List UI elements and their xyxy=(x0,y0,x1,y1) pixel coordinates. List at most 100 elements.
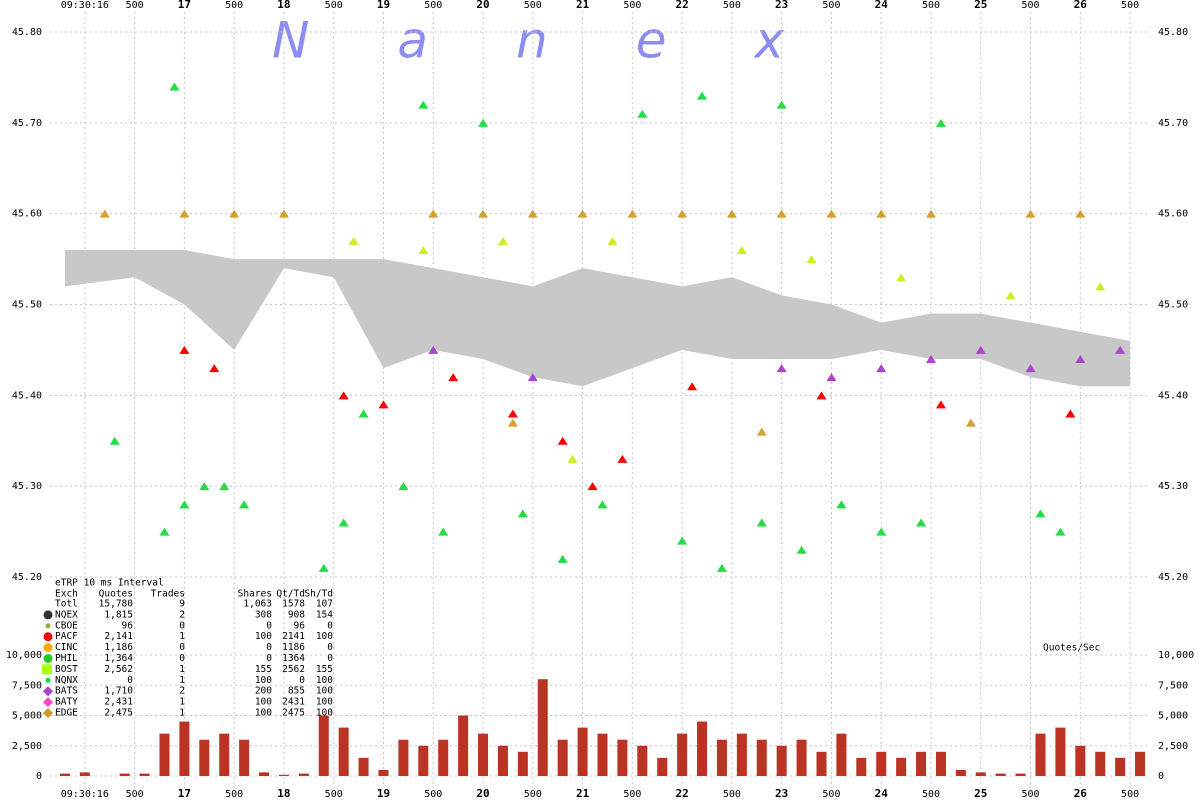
table-header: Trades xyxy=(151,589,185,600)
table-cell: 9 xyxy=(179,599,185,610)
x-tick-label: 20 xyxy=(476,787,489,800)
table-cell: 1578 xyxy=(282,599,305,610)
quote-marker xyxy=(338,518,349,527)
table-cell: 100 xyxy=(316,708,333,719)
quote-marker xyxy=(348,236,359,245)
quote-marker xyxy=(796,545,807,554)
quote-marker xyxy=(418,246,429,254)
table-cell: 0 xyxy=(266,620,272,631)
x-tick-label: 18 xyxy=(277,0,290,11)
table-cell: 154 xyxy=(316,609,333,620)
x-tick-label: 18 xyxy=(277,787,290,800)
y-tick-label: 45.30 xyxy=(12,481,42,492)
quote-marker xyxy=(1075,355,1086,363)
mark-layer xyxy=(59,82,1146,776)
x-tick-label: 500 xyxy=(623,0,641,11)
quote-marker xyxy=(1065,409,1076,418)
table-cell: 200 xyxy=(255,686,272,697)
quote-marker xyxy=(557,554,568,563)
y-tick-label: 45.50 xyxy=(1158,300,1188,311)
table-cell: CINC xyxy=(55,642,78,653)
quote-marker xyxy=(478,118,489,127)
legend-icon xyxy=(43,632,53,642)
quote-marker xyxy=(597,500,608,509)
quote-marker xyxy=(497,236,508,245)
table-cell: 2,562 xyxy=(104,664,133,675)
table-cell: 155 xyxy=(316,664,333,675)
y-tick-label: 45.80 xyxy=(1158,27,1188,38)
quote-marker xyxy=(925,355,936,363)
table-cell: 100 xyxy=(316,697,333,708)
y-tick-label: 0 xyxy=(36,771,42,782)
x-tick-label: 500 xyxy=(822,0,840,11)
quote-marker xyxy=(587,482,598,491)
rate-bar xyxy=(517,751,528,776)
legend-icon xyxy=(43,697,53,708)
quote-marker xyxy=(876,527,887,536)
y-tick-label: 0 xyxy=(1158,771,1164,782)
rate-bar xyxy=(1075,745,1086,776)
quote-marker xyxy=(99,209,110,218)
legend-icon xyxy=(43,643,53,653)
x-tick-label: 25 xyxy=(974,0,987,11)
rate-bar xyxy=(677,733,688,776)
table-cell: 2,141 xyxy=(104,631,133,642)
table-cell: 0 xyxy=(127,675,133,686)
y-tick-label: 45.70 xyxy=(12,118,42,129)
x-tick-label: 500 xyxy=(424,789,442,800)
rate-bar xyxy=(617,739,628,776)
rate-bar xyxy=(995,773,1006,776)
table-cell: 2 xyxy=(179,686,185,697)
table-cell: 100 xyxy=(316,631,333,642)
quote-marker xyxy=(179,209,190,218)
rate-bar xyxy=(1055,727,1066,776)
quote-marker xyxy=(617,454,628,463)
legend-icon xyxy=(45,623,51,629)
quote-marker xyxy=(527,373,538,382)
rate-bar xyxy=(816,751,827,776)
rate-bar xyxy=(657,757,668,776)
quote-marker xyxy=(776,209,787,218)
table-cell: 1364 xyxy=(282,653,305,664)
table-cell: 0 xyxy=(179,642,185,653)
quote-marker xyxy=(637,109,648,118)
x-tick-label: 500 xyxy=(126,789,144,800)
quote-marker xyxy=(677,209,688,218)
table-cell: Totl xyxy=(55,599,78,610)
quote-marker xyxy=(318,563,329,572)
rate-bar xyxy=(1015,773,1026,776)
x-tick-label: 500 xyxy=(126,0,144,11)
rate-bar xyxy=(497,745,508,776)
quote-marker xyxy=(438,527,449,536)
table-cell: 2,475 xyxy=(104,708,133,719)
y-tick-label: 10,000 xyxy=(1158,650,1194,661)
table-cell: 0 xyxy=(179,620,185,631)
table-cell: 2 xyxy=(179,609,185,620)
quote-marker xyxy=(756,427,767,436)
quote-marker xyxy=(925,209,936,218)
table-cell: 155 xyxy=(255,664,272,675)
quote-marker xyxy=(1095,282,1106,291)
rate-bar xyxy=(278,774,289,776)
table-cell: NQNX xyxy=(55,675,78,686)
table-header: Shares xyxy=(238,589,272,600)
table-header: Exch xyxy=(55,589,78,600)
rate-bar xyxy=(398,739,409,776)
table-cell: 96 xyxy=(122,620,134,631)
quote-marker xyxy=(677,536,688,545)
table-title: eTRP 10 ms Interval xyxy=(55,578,164,589)
quote-marker xyxy=(826,209,837,218)
table-cell: 2475 xyxy=(282,708,305,719)
x-tick-label: 500 xyxy=(723,789,741,800)
table-cell: BOST xyxy=(55,664,78,675)
table-cell: 15,780 xyxy=(99,599,134,610)
table-header: Sh/Td xyxy=(304,589,333,600)
y-tick-label: 2,500 xyxy=(1158,741,1188,752)
rate-bar xyxy=(637,745,648,776)
table-cell: 1,186 xyxy=(104,642,133,653)
quote-marker xyxy=(179,500,190,509)
rate-bar xyxy=(418,745,429,776)
table-cell: 2,431 xyxy=(104,697,133,708)
rate-bar xyxy=(716,739,727,776)
